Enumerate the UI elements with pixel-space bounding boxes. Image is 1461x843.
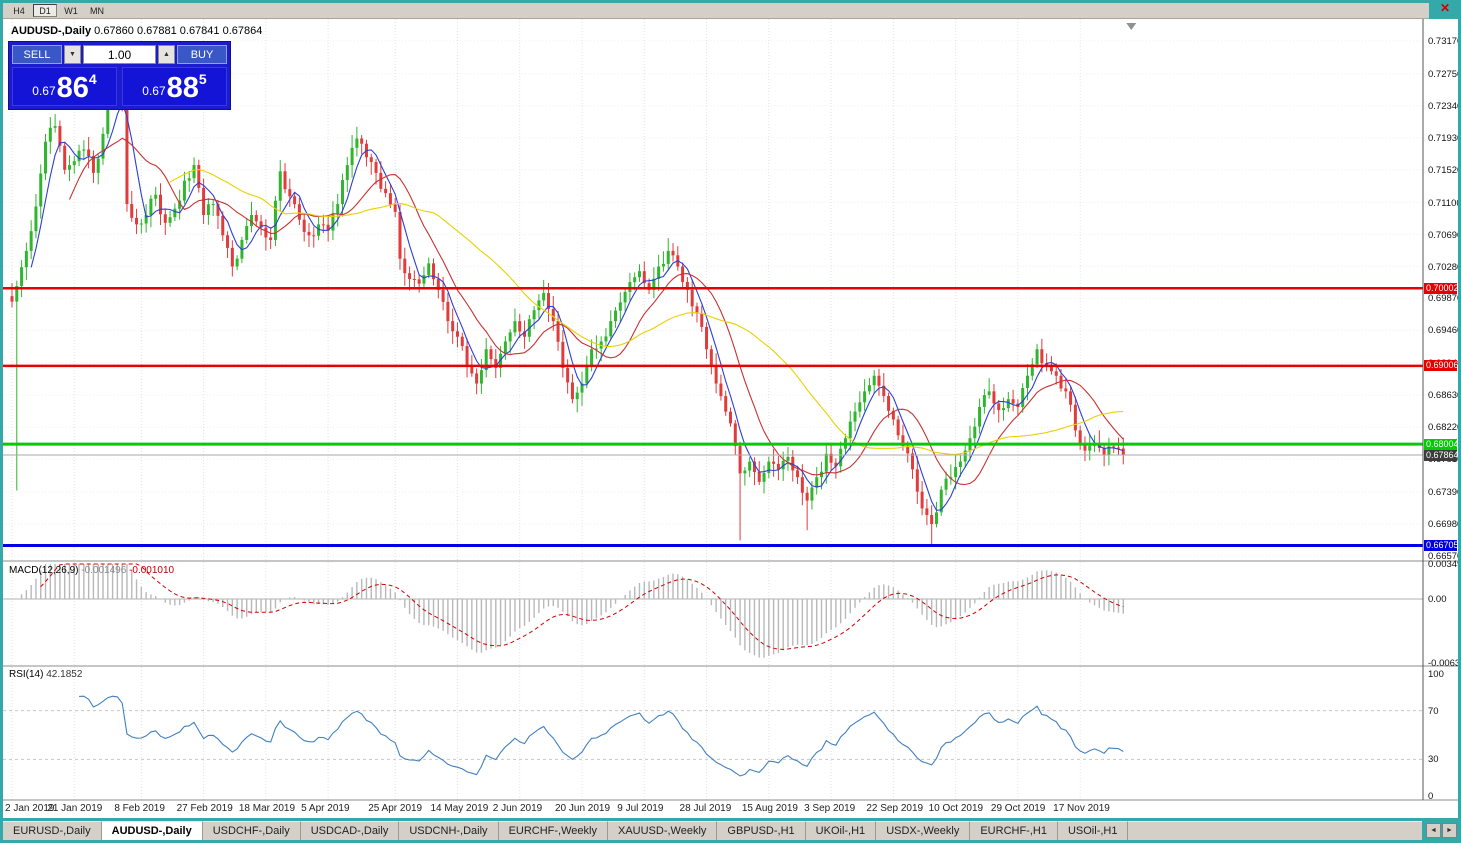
macd-axis-label: 0.00349: [1428, 559, 1458, 570]
chart-tab-gbpusd-h1[interactable]: GBPUSD-,H1: [717, 821, 806, 840]
price-line-tag: 0.70002: [1424, 282, 1458, 294]
chart-tab-usdcad-daily[interactable]: USDCAD-,Daily: [300, 821, 400, 840]
timeframe-button-d1[interactable]: D1: [33, 4, 57, 17]
buy-price-display[interactable]: 0.67 88 5: [122, 67, 227, 106]
date-axis-label: 25 Apr 2019: [368, 803, 423, 814]
date-axis-label: 21 Jan 2019: [47, 803, 103, 814]
tab-scrollbar: ◄ ►: [1422, 821, 1458, 840]
tab-bar-filler: [1128, 821, 1422, 840]
chart-tab-ukoil-h1[interactable]: UKOil-,H1: [805, 821, 877, 840]
sell-price-pip: 4: [88, 71, 97, 87]
timeframe-button-w1[interactable]: W1: [59, 4, 83, 17]
date-axis-label: 27 Feb 2019: [176, 803, 233, 814]
volume-up-button[interactable]: ▲: [158, 45, 175, 64]
sell-price-prefix: 0.67: [32, 84, 56, 98]
macd-signal-value: -0.001010: [129, 565, 175, 576]
date-axis-label: 22 Sep 2019: [866, 803, 924, 814]
window-close-button[interactable]: ✕: [1439, 1, 1451, 15]
chart-symbol-label: AUDUSD-,Daily: [11, 25, 92, 37]
macd-indicator-label: MACD(12,26,9) -0.001496 -0.001010: [9, 565, 174, 576]
rsi-name: RSI(14): [9, 669, 44, 680]
rsi-value: 42.1852: [46, 669, 83, 680]
date-axis-label: 18 Mar 2019: [238, 803, 296, 814]
chart-ohlc-values: 0.67860 0.67881 0.67841 0.67864: [94, 25, 263, 37]
chart-area[interactable]: AUDUSD-,Daily 0.67860 0.67881 0.67841 0.…: [3, 19, 1458, 818]
date-axis-label: 2 Jun 2019: [492, 803, 543, 814]
date-axis-label: 3 Sep 2019: [804, 803, 856, 814]
one-click-trading-panel: SELL ▼ 1.00 ▲ BUY 0.67 86 4 0.67 88 5: [8, 41, 231, 110]
price-line-tag: 0.69006: [1424, 360, 1458, 372]
date-axis-label: 2 Jan 2019: [5, 803, 55, 814]
date-axis-label: 17 Nov 2019: [1053, 803, 1110, 814]
date-axis-label: 15 Aug 2019: [741, 803, 798, 814]
current-price-tag: 0.67864: [1424, 449, 1458, 461]
macd-axis-label: -0.00637: [1428, 657, 1458, 669]
date-axis-label: 29 Oct 2019: [990, 803, 1046, 814]
price-chart-canvas[interactable]: [3, 19, 1458, 818]
tab-scroll-right-icon[interactable]: ►: [1442, 823, 1457, 838]
buy-price-pip: 5: [198, 71, 207, 87]
price-line-tag: 0.68004: [1424, 438, 1458, 450]
chart-title: AUDUSD-,Daily 0.67860 0.67881 0.67841 0.…: [11, 25, 262, 37]
date-axis-label: 20 Jun 2019: [555, 803, 611, 814]
chart-tab-usdx-weekly[interactable]: USDX-,Weekly: [876, 821, 971, 840]
sell-price-display[interactable]: 0.67 86 4: [12, 67, 117, 106]
macd-value: -0.001496: [81, 565, 127, 576]
date-axis-label: 14 May 2019: [430, 803, 489, 814]
chart-tab-xauusd-weekly[interactable]: XAUUSD-,Weekly: [607, 821, 718, 840]
buy-button[interactable]: BUY: [177, 45, 227, 64]
date-axis-label: 8 Feb 2019: [114, 803, 165, 814]
buy-price-big: 88: [166, 72, 199, 105]
volume-down-button[interactable]: ▼: [64, 45, 81, 64]
date-axis-label: 28 Jul 2019: [679, 803, 732, 814]
timeframe-buttons: H4 D1 W1 MN: [7, 4, 109, 17]
price-line-tag: 0.66705: [1424, 539, 1458, 551]
chart-tab-eurchf-h1[interactable]: EURCHF-,H1: [970, 821, 1058, 840]
chart-tab-audusd-daily[interactable]: AUDUSD-,Daily: [101, 821, 203, 840]
timeframe-toolbar: H4 D1 W1 MN: [3, 3, 1429, 19]
rsi-axis-label: 100: [1428, 669, 1444, 680]
macd-name: MACD(12,26,9): [9, 565, 79, 576]
rsi-axis-label: 70: [1428, 705, 1439, 717]
tab-scroll-left-icon[interactable]: ◄: [1426, 823, 1441, 838]
chart-tab-eurchf-weekly[interactable]: EURCHF-,Weekly: [498, 821, 608, 840]
macd-axis-label: 0.00: [1428, 594, 1447, 605]
date-axis-label: 10 Oct 2019: [928, 803, 984, 814]
timeframe-button-h4[interactable]: H4: [7, 4, 31, 17]
timeframe-button-mn[interactable]: MN: [85, 4, 109, 17]
rsi-axis-label: 0: [1428, 791, 1434, 802]
volume-input[interactable]: 1.00: [83, 45, 156, 64]
sell-price-big: 86: [56, 72, 89, 105]
buy-price-prefix: 0.67: [142, 84, 166, 98]
chart-tab-usdchf-daily[interactable]: USDCHF-,Daily: [202, 821, 301, 840]
sell-button[interactable]: SELL: [12, 45, 62, 64]
date-axis-label: 9 Jul 2019: [617, 803, 664, 814]
chart-tab-usoil-h1[interactable]: USOil-,H1: [1057, 821, 1129, 840]
rsi-indicator-label: RSI(14) 42.1852: [9, 669, 82, 680]
chart-tab-usdcnh-daily[interactable]: USDCNH-,Daily: [399, 821, 499, 840]
chart-tab-bar: EURUSD-,Daily AUDUSD-,Daily USDCHF-,Daily U…: [3, 821, 1458, 840]
date-axis-label: 5 Apr 2019: [301, 803, 350, 814]
chart-tab-eurusd-daily[interactable]: EURUSD-,Daily: [3, 821, 102, 840]
rsi-axis-label: 30: [1428, 754, 1439, 766]
